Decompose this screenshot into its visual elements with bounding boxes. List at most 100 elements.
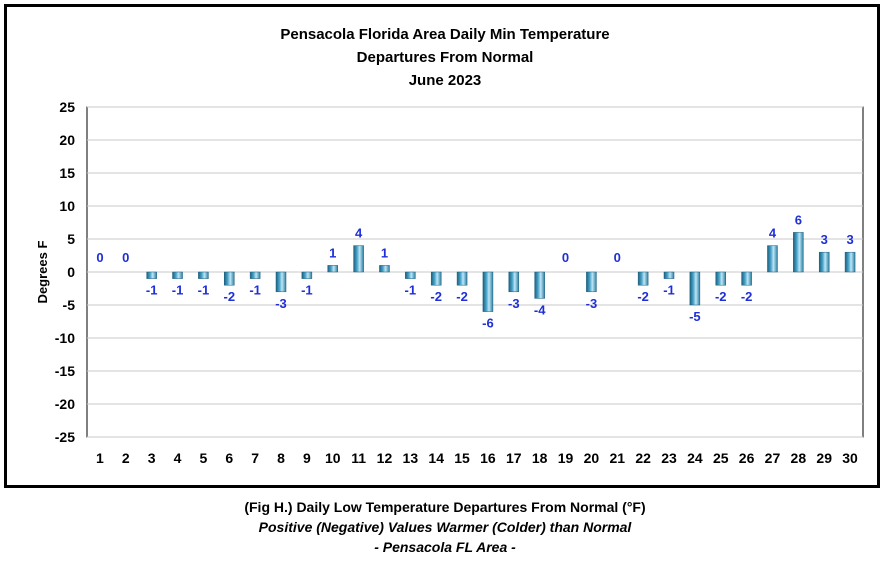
x-tick-label: 18 (532, 450, 548, 466)
y-axis-label: Degrees F (35, 241, 50, 304)
bar-day-22 (637, 271, 649, 286)
x-tick-label: 9 (303, 450, 311, 466)
figure-caption: (Fig H.) Daily Low Temperature Departure… (0, 497, 890, 557)
x-tick-label: 17 (506, 450, 522, 466)
x-tick-label: 5 (200, 450, 208, 466)
x-tick-label: 1 (96, 450, 104, 466)
bar-day-29 (818, 251, 830, 273)
y-tick-label: -10 (55, 330, 75, 346)
x-tick-label: 8 (277, 450, 285, 466)
bar-day-7 (249, 271, 261, 279)
data-label-day-24: -5 (689, 309, 701, 324)
x-tick-label: 6 (225, 450, 233, 466)
chart-title-line-3: June 2023 (409, 72, 482, 89)
data-label-day-5: -1 (198, 283, 210, 298)
data-label-day-6: -2 (223, 289, 235, 304)
data-label-day-29: 3 (821, 232, 828, 247)
data-label-day-8: -3 (275, 296, 287, 311)
data-label-day-22: -2 (637, 289, 649, 304)
bar-day-5 (198, 271, 209, 279)
y-axis-ticks: 25 20 15 10 5 0 -5 -10 -15 -20 -25 (55, 99, 75, 445)
data-label-day-3: -1 (146, 283, 158, 298)
bar-day-12 (379, 265, 390, 273)
data-label-day-14: -2 (430, 289, 442, 304)
x-tick-label: 11 (351, 450, 366, 466)
bars (146, 232, 856, 312)
x-axis-ticks: 1 2 3 4 5 6 7 8 9 10 11 12 13 14 15 16 17 18 19 20 21 22 23 24 2… (96, 450, 858, 466)
x-tick-label: 10 (325, 450, 341, 466)
chart-title: Pensacola Florida Area Daily Min Tempera… (280, 26, 609, 89)
bar-day-8 (275, 271, 287, 293)
x-tick-label: 2 (122, 450, 130, 466)
data-label-day-23: -1 (663, 283, 675, 298)
x-tick-label: 30 (842, 450, 858, 466)
bar-day-13 (405, 271, 416, 279)
y-tick-label: 20 (59, 132, 75, 148)
caption-line-1: (Fig H.) Daily Low Temperature Departure… (244, 499, 646, 515)
bar-day-26 (741, 271, 752, 286)
x-tick-label: 19 (558, 450, 574, 466)
bar-day-28 (793, 232, 804, 273)
x-tick-label: 29 (816, 450, 832, 466)
y-tick-label: 10 (59, 198, 75, 214)
data-label-day-26: -2 (741, 289, 753, 304)
gridlines (87, 106, 863, 438)
x-tick-label: 4 (174, 450, 182, 466)
bar-day-18 (534, 271, 545, 299)
bar-day-15 (456, 271, 468, 286)
data-label-day-2: 0 (122, 250, 129, 265)
y-tick-label: 5 (67, 231, 75, 247)
bar-day-9 (301, 271, 313, 279)
data-label-day-18: -4 (534, 302, 546, 317)
x-tick-label: 12 (377, 450, 393, 466)
chart-svg: Pensacola Florida Area Daily Min Tempera… (35, 26, 864, 466)
data-label-day-30: 3 (846, 232, 853, 247)
bar-day-14 (430, 271, 442, 286)
bar-day-17 (508, 271, 520, 293)
x-tick-label: 13 (403, 450, 419, 466)
y-tick-label: -15 (55, 363, 75, 379)
data-label-day-19: 0 (562, 250, 569, 265)
data-label-day-11: 4 (355, 226, 363, 241)
y-tick-label: 25 (59, 99, 75, 115)
chart-title-line-1: Pensacola Florida Area Daily Min Tempera… (280, 26, 609, 43)
data-label-day-13: -1 (405, 283, 417, 298)
chart-title-line-2: Departures From Normal (357, 49, 534, 66)
bar-day-30 (844, 251, 856, 273)
x-tick-label: 22 (635, 450, 651, 466)
x-tick-label: 23 (661, 450, 677, 466)
caption-line-2: Positive (Negative) Values Warmer (Colde… (258, 519, 632, 535)
data-label-day-4: -1 (172, 283, 184, 298)
bar-day-24 (689, 271, 701, 306)
bar-day-23 (663, 271, 675, 279)
bar-day-20 (586, 271, 597, 293)
x-tick-label: 15 (454, 450, 470, 466)
data-label-day-7: -1 (249, 283, 261, 298)
x-tick-label: 24 (687, 450, 703, 466)
x-tick-label: 26 (739, 450, 755, 466)
bar-day-11 (353, 245, 364, 273)
bar-day-27 (767, 245, 778, 273)
x-tick-label: 16 (480, 450, 496, 466)
y-tick-label: -5 (63, 297, 76, 313)
data-label-day-10: 1 (329, 245, 336, 260)
data-label-day-1: 0 (96, 250, 103, 265)
y-tick-label: 0 (67, 264, 75, 280)
data-label-day-15: -2 (456, 289, 468, 304)
x-tick-label: 7 (251, 450, 259, 466)
x-tick-label: 14 (428, 450, 444, 466)
chart-frame: Pensacola Florida Area Daily Min Tempera… (4, 4, 880, 488)
y-tick-label: 15 (59, 165, 75, 181)
x-tick-label: 27 (765, 450, 781, 466)
bar-day-3 (146, 271, 157, 279)
data-label-day-21: 0 (614, 250, 621, 265)
data-label-day-12: 1 (381, 245, 388, 260)
x-tick-label: 21 (609, 450, 625, 466)
y-tick-label: -25 (55, 429, 75, 445)
data-label-day-20: -3 (586, 296, 598, 311)
x-tick-label: 3 (148, 450, 156, 466)
y-tick-label: -20 (55, 396, 75, 412)
caption-line-3: - Pensacola FL Area - (374, 539, 516, 555)
x-tick-label: 25 (713, 450, 729, 466)
bar-day-6 (224, 271, 235, 286)
